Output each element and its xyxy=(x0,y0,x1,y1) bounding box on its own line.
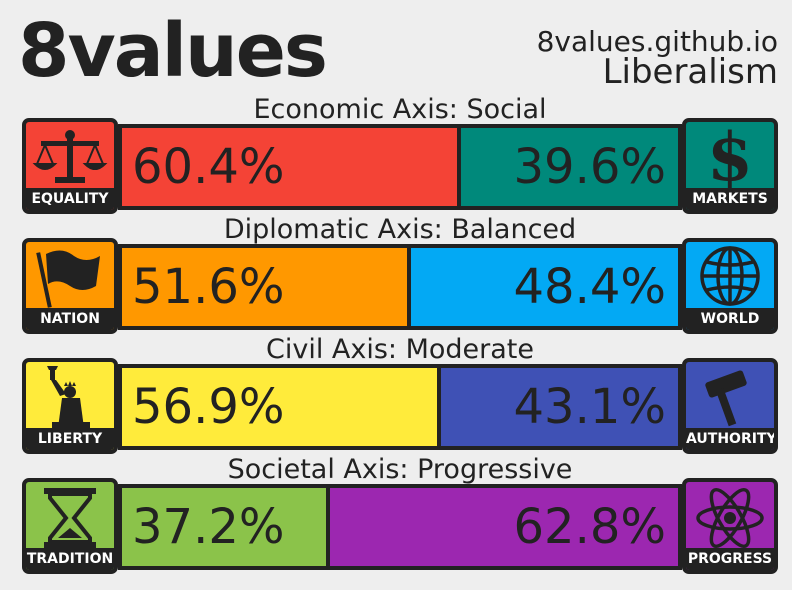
axis-pole-label: PROGRESS xyxy=(686,548,774,570)
axis-pole-label: WORLD xyxy=(686,308,774,330)
bar-authority: 43.1% xyxy=(439,364,682,450)
site-url[interactable]: 8values.github.io xyxy=(536,25,778,58)
axis-pole-label: EQUALITY xyxy=(26,188,114,210)
axis-pole-label: TRADITION xyxy=(26,548,114,570)
axis-pole-label: MARKETS xyxy=(686,188,774,210)
axis-icon-box-world: WORLD xyxy=(682,238,778,334)
bar-nation: 51.6% xyxy=(118,244,409,330)
axis-icon-box-tradition: TRADITION xyxy=(22,478,118,574)
axis-icon-box-liberty: LIBERTY xyxy=(22,358,118,454)
ideology-result: Liberalism xyxy=(602,52,778,92)
axis-icon-box-equality: EQUALITY xyxy=(22,118,118,214)
bar-tradition: 37.2% xyxy=(118,484,328,570)
logo: 8values xyxy=(18,8,328,94)
axis-icon-box-progress: PROGRESS xyxy=(682,478,778,574)
bar-progress: 62.8% xyxy=(328,484,682,570)
bar-markets: 39.6% xyxy=(459,124,682,210)
axis-title: Societal Axis: Progressive xyxy=(227,454,573,485)
axis-icon-box-nation: NATION xyxy=(22,238,118,334)
axis-icon-box-authority: AUTHORITY xyxy=(682,358,778,454)
axis-title: Civil Axis: Moderate xyxy=(265,334,535,365)
axis-title: Diplomatic Axis: Balanced xyxy=(223,214,577,245)
bar-equality: 60.4% xyxy=(118,124,459,210)
axis-pole-label: NATION xyxy=(26,308,114,330)
axis-pole-label: LIBERTY xyxy=(26,428,114,450)
axis-title: Economic Axis: Social xyxy=(253,94,547,125)
bar-world: 48.4% xyxy=(409,244,682,330)
axis-icon-box-markets: $ MARKETS xyxy=(682,118,778,214)
axis-pole-label: AUTHORITY xyxy=(686,428,774,450)
svg-text:$: $ xyxy=(707,122,753,196)
bar-liberty: 56.9% xyxy=(118,364,439,450)
